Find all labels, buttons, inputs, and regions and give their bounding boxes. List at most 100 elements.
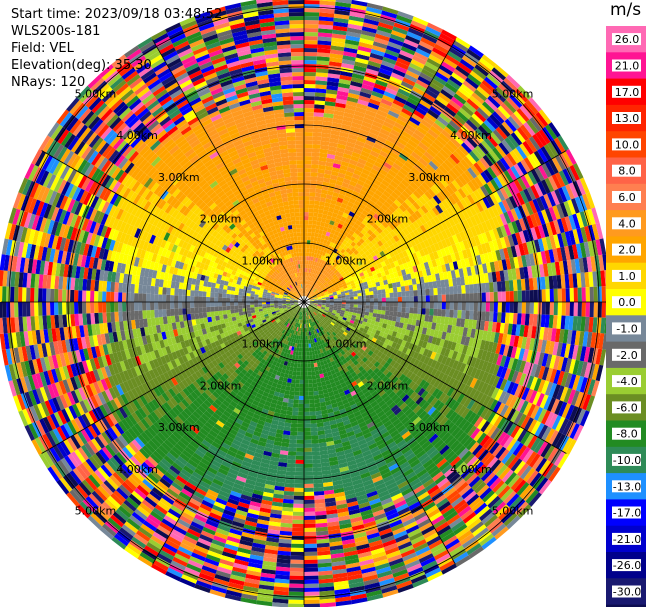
velocity-gate: [304, 539, 317, 544]
velocity-gate: [359, 222, 366, 229]
velocity-gate: [310, 172, 318, 177]
velocity-gate: [355, 196, 363, 204]
velocity-gate: [312, 379, 317, 384]
velocity-gate: [461, 142, 472, 154]
velocity-gate: [361, 121, 373, 129]
velocity-gate: [340, 203, 348, 209]
velocity-gate: [447, 140, 459, 151]
velocity-gate: [309, 272, 312, 277]
velocity-gate: [356, 162, 365, 169]
velocity-gate: [309, 281, 312, 286]
velocity-gate: [435, 71, 449, 83]
velocity-gate: [309, 260, 313, 265]
velocity-gate: [443, 126, 456, 137]
velocity-gate: [423, 92, 436, 103]
velocity-gate: [366, 175, 375, 183]
velocity-gate: [385, 208, 394, 216]
velocity-gate: [401, 190, 411, 199]
velocity-gate: [397, 11, 414, 21]
velocity-gate: [565, 302, 570, 316]
velocity-gate: [292, 519, 304, 524]
velocity-gate: [466, 48, 482, 61]
velocity-gate: [352, 173, 361, 180]
velocity-gate: [304, 603, 320, 607]
velocity-gate: [359, 37, 374, 46]
velocity-gate: [329, 270, 334, 276]
velocity-gate: [601, 302, 606, 318]
velocity-gate: [360, 172, 369, 179]
velocity-gate: [304, 224, 309, 229]
velocity-gate: [446, 123, 458, 134]
velocity-gate: [360, 34, 375, 42]
velocity-gate: [385, 288, 390, 294]
velocity-gate: [346, 31, 361, 38]
velocity-gate: [347, 255, 353, 261]
velocity-gate: [377, 25, 393, 34]
velocity-gate: [344, 263, 350, 268]
velocity-gate: [349, 263, 355, 268]
velocity-gate: [380, 204, 389, 212]
velocity-gate: [593, 286, 598, 302]
velocity-gate: [322, 230, 327, 236]
velocity-gate: [304, 72, 316, 77]
velocity-gate: [361, 209, 369, 217]
velocity-gate: [372, 120, 383, 129]
velocity-gate: [433, 138, 445, 149]
velocity-gate: [517, 290, 522, 302]
velocity-gate: [403, 161, 414, 170]
velocity-gate: [333, 275, 338, 280]
velocity-gate: [332, 263, 338, 268]
velocity-gate: [306, 351, 310, 356]
velocity-gate: [304, 128, 314, 133]
velocity-gate: [501, 291, 506, 302]
velocity-gate: [322, 270, 327, 275]
velocity-gate: [312, 467, 322, 472]
velocity-gate: [304, 507, 315, 512]
velocity-gate: [336, 273, 342, 278]
velocity-gate: [396, 57, 411, 67]
velocity-gate: [449, 309, 454, 318]
velocity-gate: [356, 103, 368, 110]
velocity-gate: [317, 32, 333, 38]
velocity-gate: [304, 184, 311, 189]
velocity-gate: [424, 190, 433, 201]
velocity-gate: [401, 302, 406, 308]
velocity-gate: [457, 293, 462, 302]
velocity-gate: [445, 294, 450, 302]
velocity-gate: [372, 286, 378, 291]
velocity-gate: [304, 292, 306, 297]
velocity-gate: [311, 248, 316, 254]
velocity-gate: [294, 387, 300, 392]
velocity-gate: [389, 292, 394, 298]
velocity-gate: [331, 212, 338, 218]
velocity-gate: [423, 166, 433, 177]
velocity-gate: [317, 267, 322, 272]
velocity-gate: [310, 168, 318, 173]
velocity-gate: [361, 26, 377, 34]
velocity-gate: [314, 196, 321, 202]
velocity-gate: [310, 268, 313, 273]
velocity-gate: [393, 22, 410, 32]
velocity-gate: [353, 299, 358, 302]
velocity-gate: [350, 80, 363, 88]
velocity-gate: [308, 272, 311, 277]
velocity-gate: [345, 242, 351, 248]
velocity-gate: [585, 287, 590, 302]
velocity-gate: [436, 180, 446, 190]
velocity-gate: [453, 113, 466, 126]
velocity-gate: [545, 302, 550, 315]
velocity-gate: [428, 54, 443, 65]
velocity-gate: [317, 48, 331, 54]
velocity-gate: [356, 136, 367, 144]
velocity-gate: [317, 233, 323, 239]
velocity-gate: [327, 280, 332, 285]
velocity-gate: [332, 267, 337, 273]
velocity-gate: [304, 112, 314, 117]
velocity-gate: [409, 302, 414, 308]
velocity-gate: [415, 187, 425, 197]
velocity-gate: [312, 128, 323, 133]
velocity-gate: [408, 284, 414, 291]
velocity-gate: [306, 284, 308, 289]
velocity-gate: [354, 229, 361, 236]
velocity-gate: [347, 184, 356, 191]
